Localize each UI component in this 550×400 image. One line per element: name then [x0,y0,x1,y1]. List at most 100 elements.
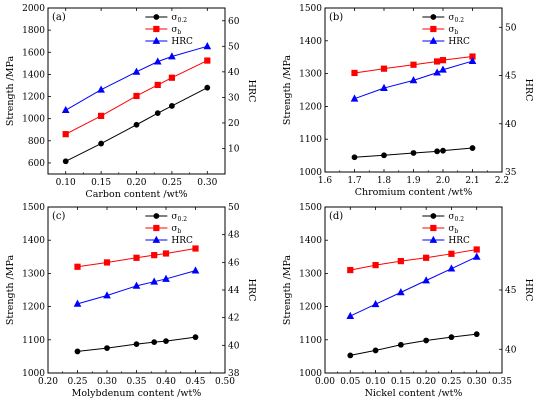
data-point [97,85,105,93]
y-right-tick-label: 20 [228,119,240,129]
data-point [380,65,388,72]
y-left-tick-label: 1500 [22,203,45,213]
data-point [448,334,455,341]
data-point [434,148,441,155]
y-left-tick-label: 800 [28,137,45,147]
y-left-tick-label: 1200 [22,93,45,103]
series-2 [61,42,212,114]
y-right-tick-label: 44 [228,286,240,296]
data-point [397,341,404,348]
y-left-axis-label: Strength /MPa [5,56,16,127]
legend-marker [430,224,437,232]
series-line [77,336,196,352]
data-point [162,250,170,257]
x-tick-label: 0.20 [38,377,58,387]
data-point [163,338,169,345]
series-line [354,147,473,158]
data-point [133,341,140,348]
legend-entry-2: HRC [145,235,193,246]
legend-label: HRC [448,236,470,246]
y-left-tick-label: 1600 [22,48,45,58]
y-right-tick-label: 38 [228,369,240,379]
legend-marker [153,14,160,20]
data-point [397,288,405,296]
y-left-tick-label: 1100 [22,336,45,346]
series-1 [62,57,211,138]
x-tick-label: 1.9 [406,176,421,186]
x-axis-label: Nickel content /wt% [365,388,463,399]
data-point [468,56,477,64]
series-line [65,60,208,135]
series-line [65,45,208,111]
y-left-axis-label: Strength /MPa [282,55,293,126]
legend-label: HRC [171,37,193,47]
y-left-tick-label: 600 [28,159,45,169]
y-right-tick-label: 30 [228,93,240,103]
series-2 [350,56,477,102]
data-point [422,276,430,284]
series-1 [351,53,476,77]
y-right-tick-label: 40 [228,68,240,78]
data-point [473,331,480,338]
x-axis-label: Molybdenum content /wt% [72,388,202,399]
x-tick-label: 0.30 [97,377,117,387]
y-left-tick-label: 1400 [299,236,322,246]
plot-frame [47,206,226,374]
data-point [133,121,140,128]
panel-label: (c) [52,211,66,222]
legend-subscript: b [455,228,459,235]
legend-entry-2: HRC [422,235,470,246]
legend-marker [152,235,161,243]
data-point [74,348,81,355]
data-point [434,58,441,65]
data-point [448,250,455,257]
data-point [439,65,447,73]
data-point [203,42,212,50]
legend-entry-2: HRC [145,36,193,47]
y-left-tick-label: 1400 [22,70,45,80]
data-point [204,57,211,64]
y-left-tick-label: 1100 [299,336,322,346]
panel-label: (b) [329,12,343,23]
y-right-tick-label: 35 [505,168,517,178]
data-point [351,69,358,77]
legend-marker [153,224,160,232]
series-line [350,256,477,317]
legend-entry-1: σb [145,224,182,235]
legend-label: HRC [171,236,193,246]
data-point [151,339,158,346]
y-right-tick-label: 42 [228,314,239,324]
legend-entry-0: σ0.2 [422,13,464,24]
legend-label: HRC [448,37,470,47]
y-left-tick-label: 2000 [22,4,45,14]
x-tick-label: 0.25 [67,377,87,387]
y-left-tick-label: 1100 [299,135,322,145]
legend-label: σb [448,25,458,36]
legend-marker [429,36,438,44]
y-left-tick-label: 1200 [299,102,322,112]
data-point [440,147,446,154]
x-tick-label: 0.35 [126,377,146,387]
data-point [423,337,430,344]
series-0 [351,145,476,161]
data-point [98,140,104,147]
x-tick-label: 1.6 [318,176,333,186]
legend-label: σb [171,224,181,235]
x-tick-label: 0.45 [185,377,205,387]
data-point [62,131,69,138]
data-point [204,84,211,91]
data-point [150,277,159,285]
y-right-axis-label: HRC [246,279,257,302]
x-tick-label: 2.2 [495,176,509,186]
legend-entry-0: σ0.2 [422,212,464,223]
data-point [132,281,141,289]
legend-subscript: 0.2 [455,17,465,24]
legend-label: σ0.2 [448,212,464,223]
data-point [133,254,140,261]
legend-marker [430,25,437,33]
y-left-tick-label: 1500 [299,203,322,213]
series-2 [73,266,200,307]
data-point [372,262,379,269]
data-point [347,266,354,274]
